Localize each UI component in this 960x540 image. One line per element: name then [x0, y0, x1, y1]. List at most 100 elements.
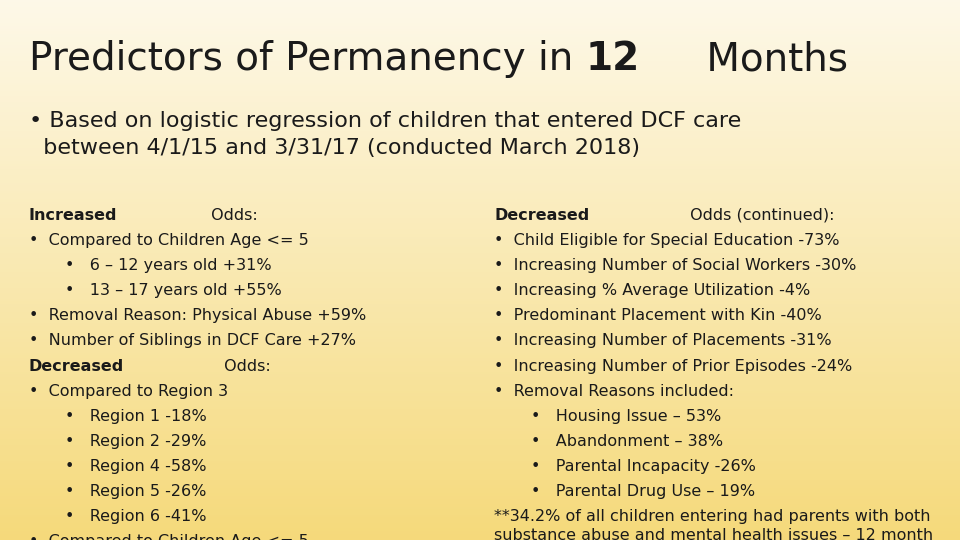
- Bar: [0, 246, 960, 248]
- Bar: [0, 105, 960, 108]
- Bar: [0, 108, 960, 111]
- Bar: [0, 143, 960, 146]
- Bar: [0, 256, 960, 259]
- Bar: [0, 483, 960, 486]
- Bar: [0, 211, 960, 213]
- Bar: [0, 197, 960, 200]
- Bar: [0, 189, 960, 192]
- Bar: [0, 235, 960, 238]
- Bar: [0, 148, 960, 151]
- Bar: [0, 73, 960, 76]
- Bar: [0, 70, 960, 73]
- Bar: [0, 359, 960, 362]
- Bar: [0, 262, 960, 265]
- Text: •  Compared to Children Age <= 5: • Compared to Children Age <= 5: [29, 233, 308, 248]
- Text: **34.2% of all children entering had parents with both
substance abuse and menta: **34.2% of all children entering had par…: [494, 509, 933, 540]
- Bar: [0, 76, 960, 78]
- Text: •  Increasing Number of Placements -31%: • Increasing Number of Placements -31%: [494, 333, 832, 348]
- Bar: [0, 321, 960, 324]
- Bar: [0, 81, 960, 84]
- Text: 12: 12: [586, 40, 639, 78]
- Bar: [0, 367, 960, 370]
- Bar: [0, 202, 960, 205]
- Bar: [0, 284, 960, 286]
- Bar: [0, 516, 960, 518]
- Bar: [0, 208, 960, 211]
- Bar: [0, 521, 960, 524]
- Text: Decreased: Decreased: [494, 208, 589, 223]
- Text: Odds:: Odds:: [219, 359, 271, 374]
- Bar: [0, 505, 960, 508]
- Text: •  Compared to Children Age <= 5: • Compared to Children Age <= 5: [29, 534, 308, 540]
- Text: Months: Months: [694, 40, 848, 78]
- Text: Odds (continued):: Odds (continued):: [684, 208, 834, 223]
- Text: •  Predominant Placement with Kin -40%: • Predominant Placement with Kin -40%: [494, 308, 822, 323]
- Bar: [0, 435, 960, 437]
- Bar: [0, 130, 960, 132]
- Bar: [0, 316, 960, 319]
- Text: • Based on logistic regression of children that entered DCF care
  between 4/1/1: • Based on logistic regression of childr…: [29, 111, 741, 158]
- Bar: [0, 432, 960, 435]
- Bar: [0, 38, 960, 40]
- Text: •  Number of Siblings in DCF Care +27%: • Number of Siblings in DCF Care +27%: [29, 333, 356, 348]
- Bar: [0, 65, 960, 68]
- Bar: [0, 475, 960, 478]
- Bar: [0, 14, 960, 16]
- Bar: [0, 370, 960, 373]
- Bar: [0, 502, 960, 505]
- Text: Decreased: Decreased: [29, 359, 124, 374]
- Bar: [0, 329, 960, 332]
- Bar: [0, 194, 960, 197]
- Bar: [0, 140, 960, 143]
- Bar: [0, 165, 960, 167]
- Bar: [0, 300, 960, 302]
- Bar: [0, 68, 960, 70]
- Bar: [0, 248, 960, 251]
- Text: •   Parental Incapacity -26%: • Parental Incapacity -26%: [531, 459, 756, 474]
- Bar: [0, 467, 960, 470]
- Bar: [0, 340, 960, 343]
- Bar: [0, 526, 960, 529]
- Bar: [0, 413, 960, 416]
- Bar: [0, 443, 960, 445]
- Bar: [0, 346, 960, 348]
- Bar: [0, 410, 960, 413]
- Bar: [0, 481, 960, 483]
- Bar: [0, 178, 960, 181]
- Bar: [0, 459, 960, 462]
- Bar: [0, 97, 960, 100]
- Bar: [0, 375, 960, 378]
- Bar: [0, 472, 960, 475]
- Text: Odds:: Odds:: [205, 208, 257, 223]
- Bar: [0, 227, 960, 229]
- Bar: [0, 51, 960, 54]
- Bar: [0, 297, 960, 300]
- Bar: [0, 22, 960, 24]
- Bar: [0, 86, 960, 89]
- Bar: [0, 332, 960, 335]
- Bar: [0, 122, 960, 124]
- Bar: [0, 397, 960, 400]
- Text: •  Increasing % Average Utilization -4%: • Increasing % Average Utilization -4%: [494, 283, 810, 298]
- Bar: [0, 470, 960, 472]
- Bar: [0, 35, 960, 38]
- Bar: [0, 362, 960, 364]
- Bar: [0, 119, 960, 122]
- Bar: [0, 448, 960, 451]
- Bar: [0, 181, 960, 184]
- Bar: [0, 138, 960, 140]
- Text: •  Removal Reasons included:: • Removal Reasons included:: [494, 383, 734, 399]
- Bar: [0, 532, 960, 535]
- Bar: [0, 32, 960, 35]
- Bar: [0, 537, 960, 540]
- Bar: [0, 421, 960, 424]
- Bar: [0, 221, 960, 224]
- Bar: [0, 456, 960, 459]
- Bar: [0, 437, 960, 440]
- Bar: [0, 89, 960, 92]
- Bar: [0, 54, 960, 57]
- Bar: [0, 167, 960, 170]
- Bar: [0, 43, 960, 46]
- Bar: [0, 486, 960, 489]
- Bar: [0, 440, 960, 443]
